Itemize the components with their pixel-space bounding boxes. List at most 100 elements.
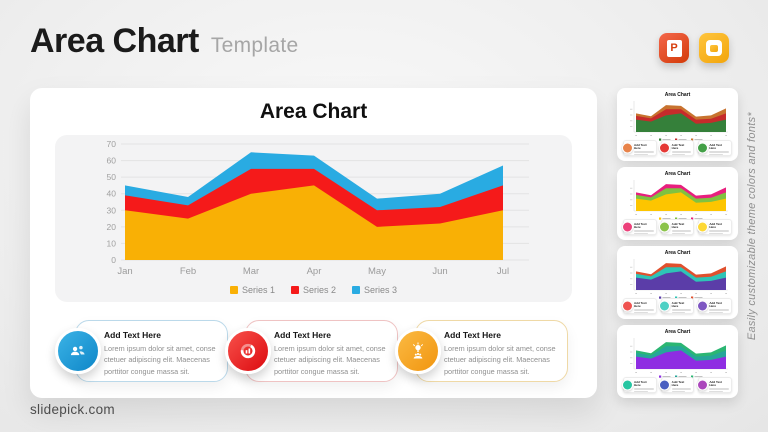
mini-circle-icon [621, 300, 633, 312]
mini-circle-icon [621, 379, 633, 391]
powerpoint-letter: P [666, 39, 682, 57]
slide-thumbnail[interactable]: Area Chart Add Text Here Add Text Here A… [617, 325, 738, 398]
thumbnail-area-chart [629, 338, 728, 378]
mini-card-title: Add Text Here [709, 300, 722, 308]
legend-item: Series 2 [290, 285, 337, 295]
page-title: Area Chart [30, 22, 199, 60]
info-card-body: Lorem ipsum dolor sit amet, conse ctetue… [444, 344, 556, 376]
svg-text:40: 40 [107, 189, 117, 199]
mini-card-title: Add Text Here [634, 221, 647, 229]
main-slide-card: Area Chart 0 10 20 30 40 50 60 70 Jan Feb Mar Apr Ma… [30, 88, 597, 398]
svg-text:0: 0 [111, 255, 116, 265]
legend-item: Series 1 [229, 285, 275, 295]
legend-label: Series 2 [302, 285, 337, 295]
svg-text:Jan: Jan [117, 266, 132, 277]
thumbnail-info-card: Add Text Here [659, 219, 695, 235]
thumbnail-title: Area Chart [664, 92, 691, 98]
format-badges: P [659, 33, 729, 63]
thumbnail-title: Area Chart [664, 250, 691, 256]
website-link[interactable]: slidepick.com [30, 402, 115, 417]
thumbnail-area-chart [629, 180, 728, 220]
thumbnail-info-card: Add Text Here [659, 377, 695, 393]
mini-card-title: Add Text Here [634, 300, 647, 308]
slide-thumbnails-sidebar: Area Chart Add Text Here Add Text Here A… [617, 88, 738, 398]
svg-text:Jun: Jun [432, 266, 447, 277]
thumbnail-cards-row: Add Text Here Add Text Here Add Text Her… [621, 377, 733, 393]
chart-legend: Series 1 Series 2 Series 3 [55, 285, 572, 295]
thumbnail-info-card: Add Text Here [659, 140, 695, 156]
thumbnail-info-card: Add Text Here [696, 219, 733, 235]
mini-card-title: Add Text Here [709, 142, 722, 150]
side-note: Easily customizable theme colors and fon… [746, 112, 758, 341]
svg-text:10: 10 [107, 238, 117, 248]
info-card-body: Lorem ipsum dolor sit amet, conse ctetue… [104, 344, 216, 376]
thumbnail-info-card: Add Text Here [696, 140, 733, 156]
google-slides-icon[interactable] [699, 33, 729, 63]
mini-circle-icon [696, 379, 708, 391]
mini-circle-icon [659, 300, 671, 312]
thumbnail-info-card: Add Text Here [696, 377, 733, 393]
thumbnail-info-card: Add Text Here [696, 298, 733, 314]
mini-card-title: Add Text Here [671, 142, 685, 150]
area-chart-panel: 0 10 20 30 40 50 60 70 Jan Feb Mar Apr May Jun Jul Ser… [55, 135, 572, 302]
info-card: Add Text Here Lorem ipsum dolor sit amet… [55, 320, 228, 382]
legend-swatch [229, 286, 238, 294]
legend-swatch [352, 286, 361, 294]
mini-card-title: Add Text Here [709, 379, 722, 387]
info-card: Add Text Here Lorem ipsum dolor sit amet… [225, 320, 398, 382]
thumbnail-cards-row: Add Text Here Add Text Here Add Text Her… [621, 219, 733, 235]
thumbnail-cards-row: Add Text Here Add Text Here Add Text Her… [621, 140, 733, 156]
svg-text:Jul: Jul [497, 266, 509, 277]
info-card-body: Lorem ipsum dolor sit amet, conse ctetue… [274, 344, 386, 376]
thumbnail-area-chart [629, 259, 728, 299]
legend-label: Series 1 [241, 285, 275, 295]
info-card: Add Text Here Lorem ipsum dolor sit amet… [395, 320, 568, 382]
thumbnail-info-card: Add Text Here [659, 298, 695, 314]
powerpoint-icon[interactable]: P [659, 33, 689, 63]
mini-circle-icon [696, 142, 708, 154]
page-header: Area Chart Template [30, 22, 298, 61]
thumbnail-title: Area Chart [664, 329, 691, 335]
info-card-title: Add Text Here [104, 330, 161, 340]
google-slides-frame [706, 40, 722, 56]
svg-text:50: 50 [107, 172, 117, 182]
svg-text:May: May [368, 266, 386, 277]
mini-circle-icon [659, 142, 671, 154]
svg-text:20: 20 [107, 222, 117, 232]
thumbnail-area-chart [629, 101, 728, 141]
svg-text:Apr: Apr [307, 266, 322, 277]
mini-card-title: Add Text Here [634, 379, 647, 387]
thumbnail-title: Area Chart [664, 171, 691, 177]
thumbnail-info-card: Add Text Here [621, 219, 657, 235]
svg-text:Feb: Feb [180, 266, 196, 277]
mini-circle-icon [659, 221, 671, 233]
thumbnail-info-card: Add Text Here [621, 377, 657, 393]
team-icon [55, 328, 101, 374]
mini-card-title: Add Text Here [671, 221, 685, 229]
slide-thumbnail[interactable]: Area Chart Add Text Here Add Text Here A… [617, 246, 738, 319]
info-card-title: Add Text Here [274, 330, 331, 340]
mini-circle-icon [621, 142, 633, 154]
donut-chart-icon [225, 328, 271, 374]
thumbnail-info-card: Add Text Here [621, 140, 657, 156]
info-card-title: Add Text Here [444, 330, 501, 340]
mini-card-title: Add Text Here [671, 300, 685, 308]
page-subtitle: Template [210, 34, 299, 57]
svg-text:30: 30 [107, 205, 117, 215]
slide-thumbnail[interactable]: Area Chart Add Text Here Add Text Here A… [617, 88, 738, 161]
legend-swatch [290, 286, 299, 294]
mini-circle-icon [696, 300, 708, 312]
svg-text:60: 60 [107, 156, 117, 166]
mini-circle-icon [621, 221, 633, 233]
mini-card-title: Add Text Here [671, 379, 685, 387]
mini-card-title: Add Text Here [709, 221, 722, 229]
mini-circle-icon [696, 221, 708, 233]
slide-thumbnail[interactable]: Area Chart Add Text Here Add Text Here A… [617, 167, 738, 240]
chart-title: Area Chart [259, 100, 368, 123]
mini-card-title: Add Text Here [634, 142, 647, 150]
svg-text:Mar: Mar [243, 266, 259, 277]
area-chart: 0 10 20 30 40 50 60 70 Jan Feb Mar Apr May Jun Jul [107, 139, 529, 277]
mini-circle-icon [659, 379, 671, 391]
legend-label: Series 3 [364, 285, 398, 295]
